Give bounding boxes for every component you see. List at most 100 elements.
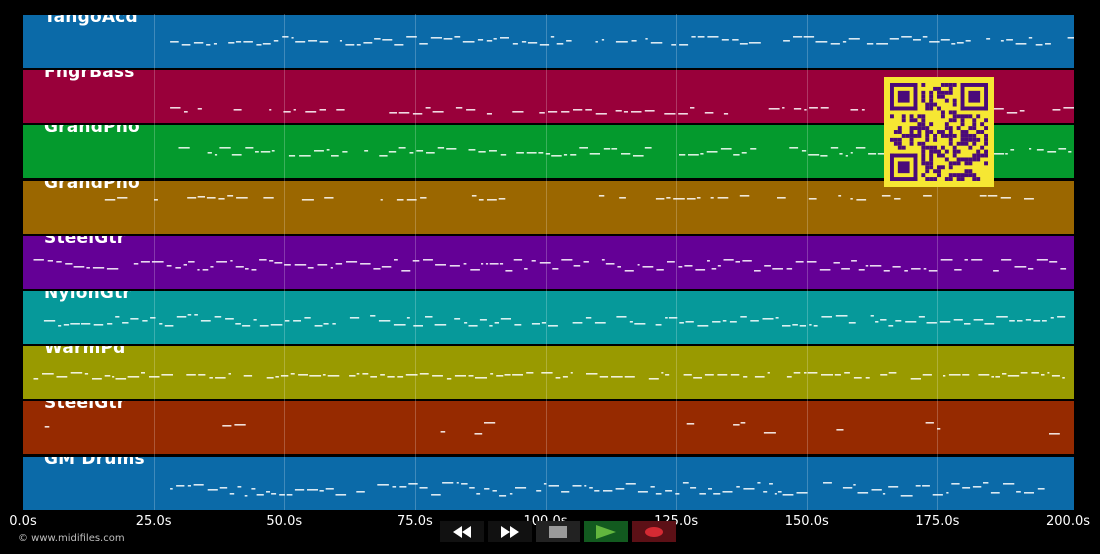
play-button[interactable]: [584, 521, 628, 542]
note: [584, 484, 587, 487]
note: [895, 320, 902, 322]
play-icon: [596, 524, 616, 539]
note: [913, 39, 921, 41]
note: [197, 268, 200, 271]
note: [1041, 374, 1045, 376]
note: [215, 377, 226, 379]
note: [454, 318, 461, 320]
fast-forward-button[interactable]: [488, 521, 532, 542]
note: [833, 261, 840, 264]
note: [236, 196, 248, 199]
note: [570, 372, 573, 374]
note: [253, 319, 257, 321]
note: [880, 374, 888, 376]
note: [548, 325, 558, 327]
note: [332, 323, 336, 325]
note: [1050, 317, 1054, 319]
record-button[interactable]: [632, 521, 676, 542]
note: [644, 110, 655, 112]
note: [406, 198, 417, 201]
note: [63, 324, 70, 326]
track-5[interactable]: SteelGtr: [23, 235, 1074, 289]
note: [855, 147, 866, 149]
track-4[interactable]: GrandPno: [23, 180, 1074, 234]
track-6[interactable]: NylonGtr: [23, 291, 1074, 344]
note: [133, 262, 139, 265]
note: [842, 41, 847, 43]
grid-line: [414, 14, 416, 510]
note: [230, 259, 233, 262]
note: [1051, 375, 1060, 377]
note: [706, 151, 718, 153]
note: [876, 43, 888, 45]
note: [140, 260, 150, 263]
note: [875, 321, 879, 323]
note: [892, 265, 901, 268]
note: [178, 147, 190, 149]
track-name: NylonGtr: [44, 291, 131, 303]
note: [710, 196, 714, 199]
note: [819, 268, 831, 271]
note: [729, 321, 737, 323]
note: [454, 36, 461, 38]
note: [282, 36, 289, 38]
rewind-button[interactable]: [440, 521, 484, 542]
note: [509, 492, 513, 495]
note: [611, 148, 618, 150]
note: [1015, 43, 1027, 45]
note: [349, 317, 360, 319]
note: [1042, 320, 1047, 322]
note: [397, 376, 404, 378]
note: [270, 324, 283, 326]
note: [971, 258, 983, 261]
note: [682, 481, 689, 484]
note: [1063, 107, 1074, 109]
track-notes: [170, 481, 1045, 497]
track-9[interactable]: GM Drums: [23, 456, 1074, 510]
note: [541, 322, 546, 324]
note: [732, 39, 739, 41]
note: [206, 196, 216, 199]
note: [319, 489, 324, 492]
note: [679, 154, 686, 156]
note: [56, 376, 68, 378]
note: [464, 322, 468, 324]
note: [251, 268, 257, 271]
note: [951, 482, 960, 485]
note: [986, 38, 991, 40]
note: [471, 194, 477, 197]
note: [1014, 265, 1027, 268]
note: [222, 425, 232, 427]
note: [243, 41, 253, 43]
note: [345, 44, 355, 46]
note: [743, 376, 748, 378]
note: [566, 40, 572, 42]
note: [84, 373, 89, 375]
note: [387, 376, 395, 378]
note: [877, 153, 885, 155]
track-8[interactable]: SteelGtr: [23, 401, 1074, 455]
note: [65, 262, 73, 265]
note: [1029, 148, 1032, 150]
note: [904, 269, 908, 272]
note: [789, 147, 799, 149]
track-1[interactable]: TangoAcd: [23, 15, 1074, 68]
note: [754, 269, 761, 272]
note: [870, 315, 874, 317]
note: [406, 36, 417, 38]
note: [288, 155, 296, 157]
note: [481, 262, 484, 265]
note: [175, 266, 181, 269]
note: [326, 149, 330, 151]
note: [615, 110, 622, 112]
note: [188, 260, 195, 263]
note: [526, 372, 534, 374]
track-7[interactable]: WarmPd: [23, 346, 1074, 400]
note: [1047, 151, 1057, 153]
note: [845, 155, 848, 157]
note: [954, 268, 962, 271]
note: [929, 41, 940, 43]
note: [880, 319, 887, 321]
stop-button[interactable]: [536, 521, 580, 542]
